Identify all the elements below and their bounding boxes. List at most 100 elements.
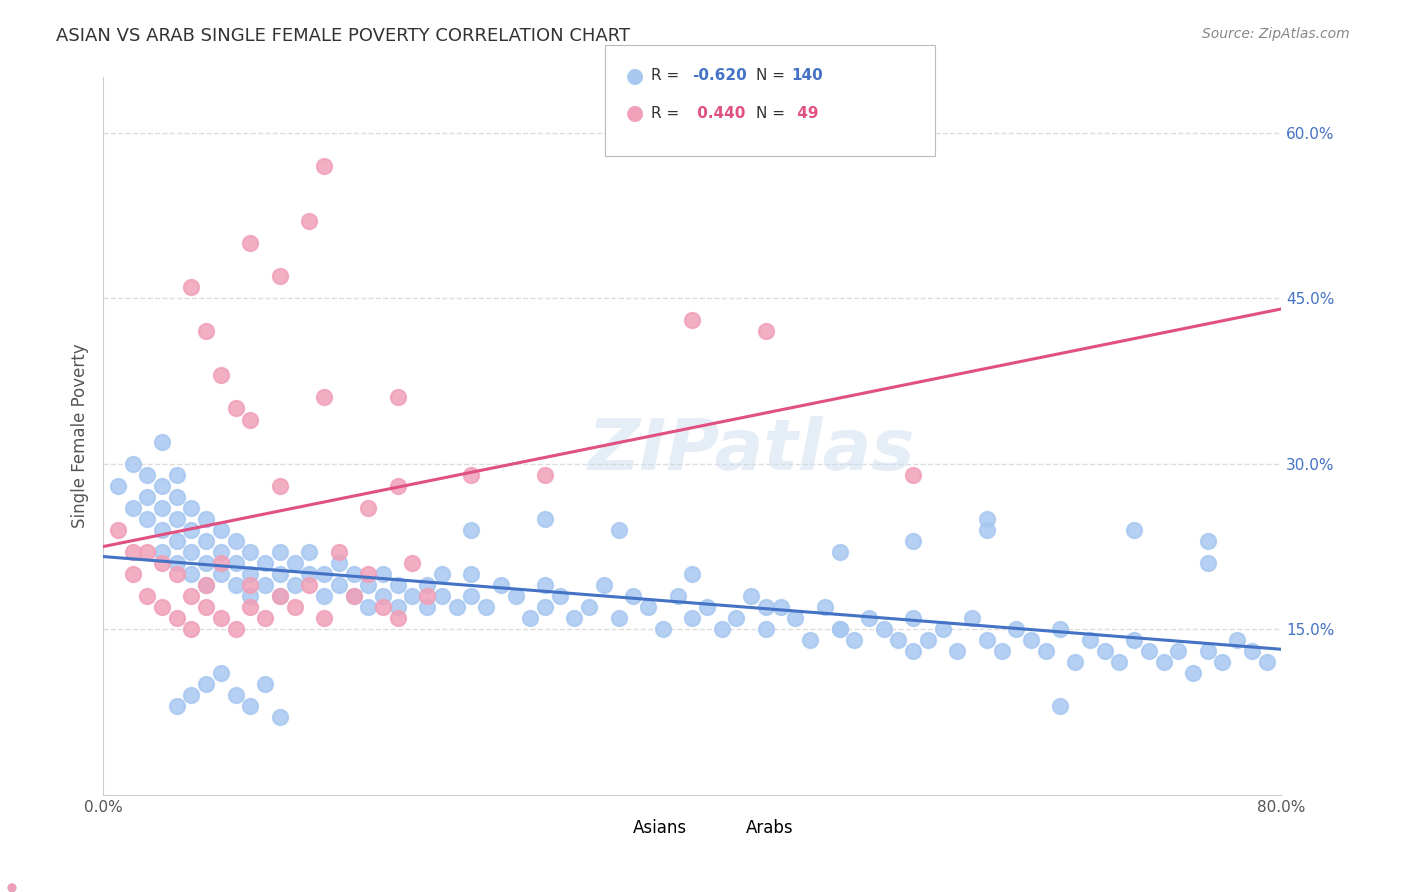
Point bbox=[1137, 644, 1160, 658]
Point bbox=[1123, 523, 1146, 537]
Point bbox=[284, 578, 307, 592]
Point bbox=[1108, 655, 1130, 669]
Point bbox=[284, 600, 307, 615]
Point bbox=[342, 567, 364, 582]
Point bbox=[1019, 633, 1042, 648]
Point bbox=[166, 699, 188, 714]
Point bbox=[901, 611, 924, 625]
Text: ●: ● bbox=[626, 103, 644, 123]
Point bbox=[136, 545, 159, 559]
Point bbox=[1123, 633, 1146, 648]
Point bbox=[328, 556, 350, 570]
Point bbox=[209, 611, 232, 625]
Point bbox=[460, 523, 482, 537]
Point bbox=[195, 578, 218, 592]
Point bbox=[446, 600, 468, 615]
Point bbox=[564, 611, 586, 625]
Point bbox=[1153, 655, 1175, 669]
Text: 0.440: 0.440 bbox=[692, 106, 745, 120]
Point bbox=[844, 633, 866, 648]
Point bbox=[150, 523, 173, 537]
Point bbox=[150, 500, 173, 515]
Point bbox=[357, 600, 380, 615]
Point bbox=[534, 600, 557, 615]
Point bbox=[357, 578, 380, 592]
Point bbox=[180, 567, 202, 582]
Point bbox=[416, 589, 439, 603]
Point bbox=[534, 467, 557, 482]
Point bbox=[681, 567, 703, 582]
Point bbox=[416, 578, 439, 592]
Point bbox=[681, 611, 703, 625]
Point bbox=[651, 622, 673, 636]
Point bbox=[239, 412, 262, 426]
Text: Source: ZipAtlas.com: Source: ZipAtlas.com bbox=[1202, 27, 1350, 41]
Y-axis label: Single Female Poverty: Single Female Poverty bbox=[72, 343, 89, 528]
Point bbox=[269, 567, 291, 582]
Point bbox=[121, 567, 143, 582]
Point bbox=[107, 479, 129, 493]
Point bbox=[209, 545, 232, 559]
Point bbox=[195, 600, 218, 615]
Point bbox=[239, 589, 262, 603]
Point bbox=[328, 545, 350, 559]
Point bbox=[225, 622, 247, 636]
Point bbox=[1078, 633, 1101, 648]
Point bbox=[1005, 622, 1028, 636]
Point bbox=[710, 622, 733, 636]
Point bbox=[121, 545, 143, 559]
Point bbox=[312, 567, 335, 582]
Point bbox=[725, 611, 748, 625]
Point bbox=[430, 589, 453, 603]
Point bbox=[195, 578, 218, 592]
Point bbox=[180, 689, 202, 703]
Point bbox=[209, 368, 232, 383]
Point bbox=[621, 589, 644, 603]
Point bbox=[960, 611, 983, 625]
Point bbox=[505, 589, 527, 603]
Point bbox=[269, 545, 291, 559]
Point bbox=[269, 479, 291, 493]
Point bbox=[312, 611, 335, 625]
Point bbox=[799, 633, 821, 648]
Text: ZIPatlas: ZIPatlas bbox=[588, 416, 915, 485]
Point bbox=[755, 324, 778, 338]
Text: N =: N = bbox=[756, 106, 790, 120]
Point bbox=[1094, 644, 1116, 658]
Point bbox=[931, 622, 953, 636]
Point bbox=[1035, 644, 1057, 658]
Point bbox=[239, 699, 262, 714]
Point bbox=[225, 689, 247, 703]
Point bbox=[1197, 644, 1219, 658]
Point bbox=[387, 611, 409, 625]
Point bbox=[269, 589, 291, 603]
Point bbox=[1049, 622, 1071, 636]
Point bbox=[460, 467, 482, 482]
Point bbox=[239, 600, 262, 615]
Point bbox=[901, 533, 924, 548]
Point bbox=[136, 512, 159, 526]
Point bbox=[150, 545, 173, 559]
Point bbox=[387, 479, 409, 493]
Point bbox=[180, 523, 202, 537]
Point bbox=[976, 512, 998, 526]
Point bbox=[342, 589, 364, 603]
Point bbox=[887, 633, 910, 648]
Point bbox=[460, 589, 482, 603]
Point bbox=[357, 567, 380, 582]
Point bbox=[901, 467, 924, 482]
Point bbox=[828, 622, 851, 636]
Point bbox=[166, 556, 188, 570]
Point bbox=[180, 589, 202, 603]
Point bbox=[195, 677, 218, 691]
Point bbox=[357, 500, 380, 515]
Point bbox=[637, 600, 659, 615]
Point bbox=[269, 268, 291, 283]
Point bbox=[430, 567, 453, 582]
Legend: Asians, Arabs: Asians, Arabs bbox=[585, 813, 800, 844]
Point bbox=[166, 567, 188, 582]
Point bbox=[1240, 644, 1263, 658]
Point bbox=[681, 313, 703, 327]
Point bbox=[548, 589, 571, 603]
Point bbox=[460, 567, 482, 582]
